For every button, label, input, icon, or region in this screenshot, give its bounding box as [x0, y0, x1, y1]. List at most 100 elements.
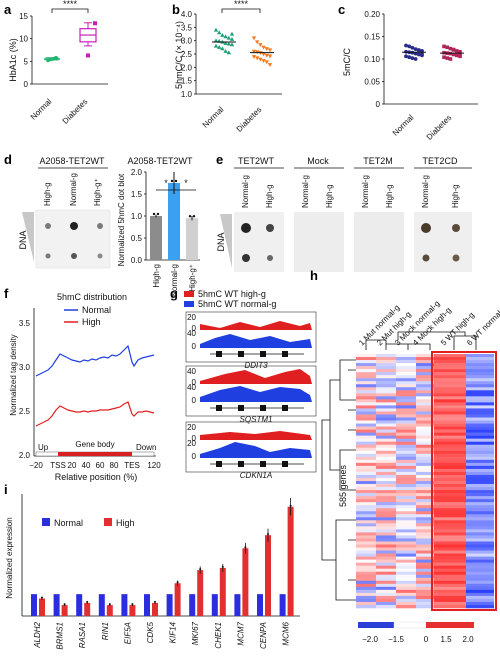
panel-h-cell: [466, 462, 494, 467]
panel-h-cell: [396, 487, 416, 491]
panel-d-dot-point: [170, 179, 174, 183]
panel-h-cell: [466, 520, 494, 524]
panel-h-cell: [466, 598, 494, 603]
panel-h-cell: [434, 505, 466, 509]
panel-h-cell: [356, 526, 376, 530]
panel-h-cell: [466, 481, 494, 485]
panel-i-legend-high-swatch: [104, 518, 112, 526]
panel-h-cell: [396, 438, 416, 442]
panel-e-lane-label: Normal-g: [361, 175, 370, 208]
panel-i-point: [289, 504, 292, 507]
panel-h-cell: [466, 387, 494, 391]
panel-letter-d: d: [4, 152, 12, 167]
panel-h-cell: [466, 366, 494, 370]
panel-h-cell: [376, 375, 396, 379]
panel-h-cell: [434, 574, 466, 579]
panel-h-cell: [356, 435, 376, 439]
panel-h-cell: [434, 423, 466, 427]
panel-h-cell: [416, 568, 434, 573]
panel-h-cell: [376, 511, 396, 515]
panel-h-cell: [466, 568, 494, 573]
panel-g-exon: [282, 405, 288, 411]
panel-h-cell: [434, 562, 466, 566]
panel-d-dot: [97, 253, 103, 259]
panel-h-cell: [396, 453, 416, 458]
panel-f-gene-body-bar: [58, 452, 132, 456]
panel-h-cell: [416, 465, 434, 470]
panel-h-cell: [466, 484, 494, 488]
panel-h-cell: [466, 432, 494, 436]
panel-h-cell: [416, 447, 434, 452]
panel-f-ytick: 3.0: [19, 363, 31, 372]
panel-h-cell: [356, 387, 376, 391]
panel-f-down-label: Down: [136, 443, 156, 452]
panel-h-cell: [376, 580, 396, 585]
panel-h-cell: [396, 408, 416, 412]
panel_b-point: [258, 43, 263, 47]
panel-h-cell: [376, 592, 396, 597]
panel-h-cell: [396, 468, 416, 473]
panel-i-bar-high: [242, 548, 249, 616]
panel-h-cell: [396, 493, 416, 497]
panel-h-cell: [396, 396, 416, 400]
panel-h-scale-tick: 1.5: [440, 635, 452, 644]
panel-h-cell: [466, 465, 494, 470]
panel-h-cell: [434, 432, 466, 436]
panel-h-cell: [356, 471, 376, 476]
panel-f-up-label: Up: [38, 443, 49, 452]
panel-h-cell: [356, 490, 376, 494]
panel-a-ylabel: HbA1c (%): [8, 38, 18, 82]
panel-h-cell: [416, 387, 434, 391]
panel-g-gene-name: CDKN1A: [240, 471, 272, 480]
panel-h-cell: [396, 456, 416, 461]
panel-h-cell: [376, 547, 396, 551]
panel_b-point: [226, 50, 231, 55]
panel-i-point: [154, 600, 156, 603]
panel-h-cell: [466, 508, 494, 512]
panel-g-track-frame: [185, 311, 317, 363]
panel-h-cell: [396, 474, 416, 479]
panel-h-scale-mid: [393, 621, 427, 629]
panel-h-cell: [416, 372, 434, 376]
panel-letter-c: c: [338, 2, 345, 17]
panel-h-cell: [396, 514, 416, 518]
panel-h-cell: [396, 508, 416, 512]
panel-e-lane-label: High-g: [325, 184, 334, 208]
panel-i-legend-normal: Normal: [54, 518, 83, 528]
panel-h-cell: [466, 381, 494, 385]
panel-f-xtick-label: TES: [124, 461, 140, 470]
panel-h-cell: [434, 375, 466, 379]
panel-g-legend-normal-swatch: [184, 301, 194, 307]
panel-i-bar-high: [287, 506, 294, 616]
panel-h-cell: [396, 505, 416, 509]
panel-h-cell: [396, 360, 416, 364]
panel-e-membrane: [414, 212, 472, 272]
panel-h-cell: [396, 411, 416, 415]
panel-h-cell: [434, 372, 466, 376]
panel-h-cell: [434, 435, 466, 439]
panel-h-cell: [396, 541, 416, 545]
panel-h-cell: [416, 402, 434, 406]
panel-h-cell: [376, 481, 396, 485]
panel-h-cell: [434, 456, 466, 461]
panel-g-legend-normal: 5hmC WT normal-g: [198, 299, 276, 309]
panel-h-cell: [356, 414, 376, 418]
panel-d-bar: [168, 183, 180, 260]
panel-h-column-label: 6 WT normal-g: [465, 304, 500, 348]
panel-h-cell: [356, 586, 376, 591]
panel_c-ytick-label: 0: [376, 100, 381, 109]
panel-h-cell: [416, 487, 434, 491]
panel-h-cell: [466, 535, 494, 539]
panel-h-cell: [356, 499, 376, 503]
panel_b-point: [220, 33, 225, 37]
panel-h-cell: [416, 369, 434, 373]
panel-h-cell: [416, 459, 434, 464]
panel_c-point: [416, 52, 421, 57]
panel-i-bar-high: [197, 570, 204, 616]
panel-h-cell: [356, 517, 376, 521]
panel_c-ytick-label: 0.10: [364, 55, 380, 64]
panel-h-cell: [434, 520, 466, 524]
panel-h-cell: [466, 583, 494, 588]
panel-h-cell: [376, 502, 396, 506]
panel-h-cell: [466, 411, 494, 415]
